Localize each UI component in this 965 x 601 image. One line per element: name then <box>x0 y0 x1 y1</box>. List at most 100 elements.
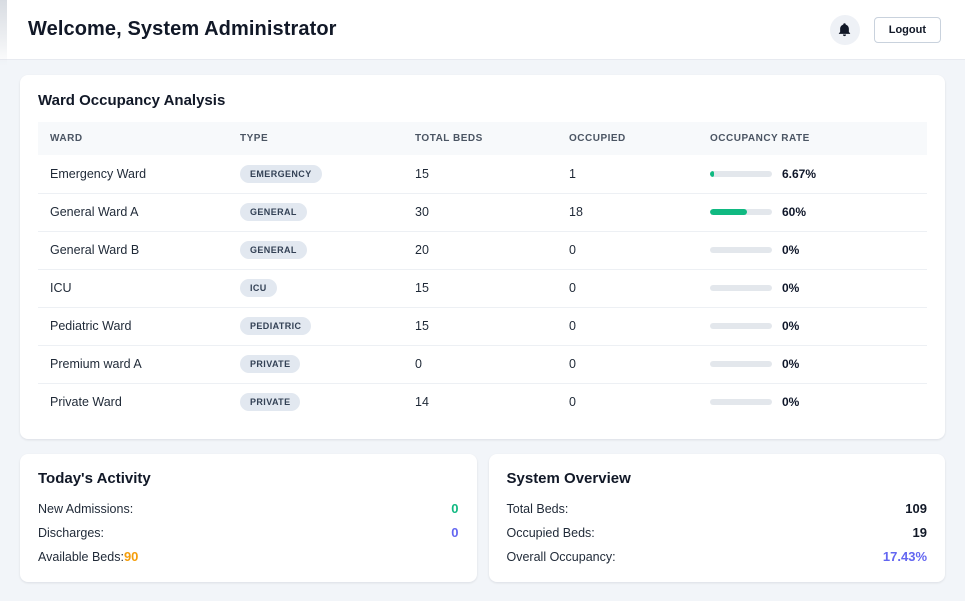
ward-type-badge: GENERAL <box>240 203 307 221</box>
stat-value: 17.43% <box>882 549 927 564</box>
occupancy-progress-bar <box>710 209 772 215</box>
occupancy-rate-cell: 0% <box>698 383 927 421</box>
ward-type-badge: ICU <box>240 279 277 297</box>
occupancy-progress-bar <box>710 323 772 329</box>
ward-type-badge: PEDIATRIC <box>240 317 312 335</box>
occupancy-rate-cell: 6.67% <box>698 155 927 194</box>
ward-occupancy-card: Ward Occupancy Analysis Ward Type Total … <box>20 75 945 439</box>
ward-type-cell: PEDIATRIC <box>228 307 403 346</box>
system-overview-title: System Overview <box>506 470 631 487</box>
notifications-button[interactable] <box>829 14 860 45</box>
summary-cards-row: Today's Activity New Admissions: 0 Dischar… <box>20 454 945 582</box>
stat-value: 0 <box>451 501 459 516</box>
ward-type-cell: GENERAL <box>228 231 403 270</box>
occupied-cell: 0 <box>557 231 698 270</box>
ward-name-cell: Private Ward <box>50 395 122 410</box>
total-beds-cell: 15 <box>403 307 557 346</box>
stat-label: Available Beds: 90 <box>38 549 139 564</box>
occupancy-rate-wrap: 0% <box>710 243 915 257</box>
occupancy-rate-wrap: 0% <box>710 319 915 333</box>
ward-type-badge: GENERAL <box>240 241 307 259</box>
occupancy-rate-label: 0% <box>782 281 800 295</box>
stat-row: Occupied Beds: 19 <box>507 525 928 540</box>
ward-name-cell: General Ward B <box>38 231 228 270</box>
occupancy-rate-wrap: 0% <box>710 357 915 371</box>
left-edge-shadow <box>0 0 7 66</box>
occupied-cell: 0 <box>557 307 698 346</box>
stat-row: Total Beds: 109 <box>507 501 928 516</box>
occupancy-progress-bar <box>710 247 772 253</box>
occupied-cell: 0 <box>557 345 698 384</box>
occupancy-rate-cell: 0% <box>698 269 927 308</box>
stat-value: 19 <box>912 525 927 540</box>
column-header-occupied: Occupied <box>569 133 626 144</box>
occupied-cell: 18 <box>557 193 698 232</box>
occupied-cell: 0 <box>569 395 576 410</box>
stat-value: 0 <box>451 525 459 540</box>
occupancy-rate-wrap: 60% <box>710 205 915 219</box>
table-row: ICU ICU 15 0 0% <box>38 269 927 308</box>
total-beds-cell: 20 <box>403 231 557 270</box>
ward-type-cell: PRIVATE <box>228 383 403 421</box>
occupancy-rate-cell: 0% <box>698 231 927 270</box>
stat-label: Occupied Beds: <box>506 526 595 540</box>
system-overview-card: System Overview Total Beds: 109 Occupied B… <box>488 454 945 582</box>
total-beds-cell: 15 <box>403 269 557 308</box>
ward-name-cell: Premium ward A <box>38 345 228 384</box>
occupancy-progress-fill <box>710 170 715 177</box>
top-bar: Welcome, System Administrator Logout <box>0 0 965 66</box>
table-row: Premium ward A PRIVATE 0 0 0% <box>38 345 927 384</box>
column-header-occupancy-rate: Occupancy Rate <box>710 133 810 144</box>
system-overview-list: Total Beds: 109 Occupied Beds: 19 Overall Oc… <box>507 501 928 564</box>
column-header-type: Type <box>240 133 269 144</box>
stat-row: Overall Occupancy: 17.43% <box>507 549 928 564</box>
todays-activity-title: Today's Activity <box>38 470 151 487</box>
table-row: Private Ward PRIVATE 14 0 0% <box>38 383 927 421</box>
stat-label: Overall Occupancy: <box>506 550 616 564</box>
occupancy-rate-label: 0% <box>782 395 800 410</box>
ward-type-badge: PRIVATE <box>240 355 301 373</box>
bell-icon <box>837 22 852 37</box>
occupancy-progress-fill <box>710 209 748 215</box>
ward-type-cell: PRIVATE <box>228 345 403 384</box>
ward-name-cell: Emergency Ward <box>38 155 228 194</box>
occupancy-rate-label: 0% <box>782 319 800 333</box>
todays-activity-card: Today's Activity New Admissions: 0 Dischar… <box>20 454 477 582</box>
occupancy-progress-bar <box>710 399 772 406</box>
stat-label: Discharges: <box>38 526 104 540</box>
occupied-cell: 1 <box>557 155 698 194</box>
occupancy-rate-wrap: 6.67% <box>710 167 915 181</box>
ward-type-cell: GENERAL <box>228 193 403 232</box>
page-title: Welcome, System Administrator <box>28 18 337 40</box>
table-row: General Ward B GENERAL 20 0 0% <box>38 231 927 270</box>
ward-name-cell: ICU <box>38 269 228 308</box>
ward-name-cell: Pediatric Ward <box>38 307 228 346</box>
occupancy-rate-label: 6.67% <box>782 166 817 181</box>
logout-button[interactable]: Logout <box>873 16 941 43</box>
occupied-cell: 0 <box>557 269 698 308</box>
occupancy-progress-bar <box>710 361 772 367</box>
ward-occupancy-title: Ward Occupancy Analysis <box>38 92 226 109</box>
table-row: Emergency Ward EMERGENCY 15 1 6.67% <box>38 155 927 194</box>
total-beds-cell: 30 <box>403 193 557 232</box>
occupancy-progress-bar <box>710 285 772 291</box>
occupancy-rate-cell: 0% <box>698 345 927 384</box>
table-header-row: Ward Type Total Beds Occupied Occupancy … <box>38 122 927 155</box>
occupancy-rate-wrap: 0% <box>710 395 915 409</box>
total-beds-cell: 15 <box>403 155 557 194</box>
ward-type-badge: EMERGENCY <box>240 164 322 183</box>
stat-row: New Admissions: 0 <box>38 501 459 516</box>
column-header-ward: Ward <box>50 133 83 144</box>
ward-occupancy-table: Ward Type Total Beds Occupied Occupancy … <box>38 122 927 421</box>
stat-label: Total Beds: <box>506 502 569 516</box>
table-row: General Ward A GENERAL 30 18 60% <box>38 193 927 232</box>
occupancy-rate-cell: 0% <box>698 307 927 346</box>
occupancy-rate-label: 0% <box>782 357 800 371</box>
column-header-total-beds: Total Beds <box>415 133 483 144</box>
stat-row: Available Beds: 90 <box>38 549 459 564</box>
occupancy-rate-label: 0% <box>782 243 800 257</box>
todays-activity-list: New Admissions: 0 Discharges: 0 Available Be… <box>38 501 459 564</box>
table-row: Pediatric Ward PEDIATRIC 15 0 0% <box>38 307 927 346</box>
stat-value: 90 <box>123 549 139 564</box>
occupancy-rate-label: 60% <box>782 205 807 219</box>
